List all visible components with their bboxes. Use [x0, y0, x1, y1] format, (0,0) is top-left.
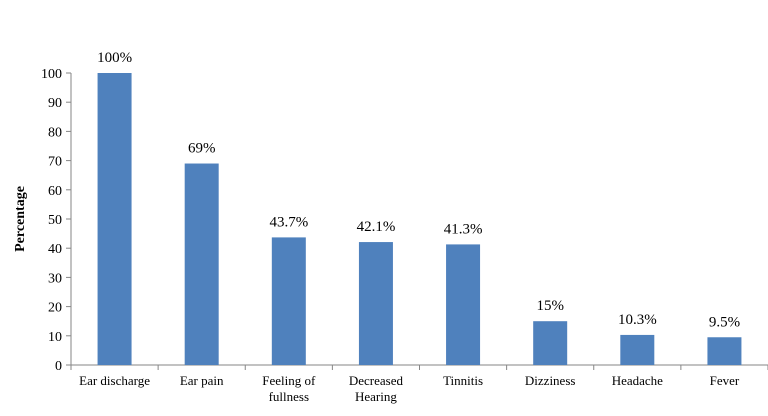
data-label: 9.5% [709, 314, 740, 330]
bar [446, 244, 481, 365]
y-tick-label: 50 [48, 213, 62, 228]
bar [97, 73, 132, 365]
axes [70, 73, 768, 366]
category-label: Tinnitis [443, 373, 483, 388]
data-label: 10.3% [618, 312, 657, 328]
bar [184, 163, 219, 365]
category-label: Fever [710, 373, 740, 388]
data-labels: 100% 69% 43.7% 42.1% 41.3% 15% 10.3% 9.5% [97, 50, 740, 330]
bar [620, 334, 655, 365]
y-axis-ticks: 0 10 20 30 40 50 60 70 80 90 100 [41, 67, 768, 374]
bar [358, 242, 393, 365]
y-tick-label: 80 [48, 125, 62, 140]
y-axis-title: Percentage [13, 186, 28, 252]
bar [533, 321, 568, 365]
data-label: 43.7% [269, 214, 308, 230]
category-label: Dizziness [525, 373, 576, 388]
bars [97, 73, 742, 365]
category-label: Ear pain [180, 373, 224, 388]
y-tick-label: 0 [55, 359, 62, 374]
category-label: Ear discharge [79, 373, 150, 388]
category-label: Headache [612, 373, 663, 388]
y-tick-label: 100 [41, 67, 62, 82]
data-label: 41.3% [444, 221, 483, 237]
y-tick-label: 30 [48, 271, 62, 286]
y-tick-label: 20 [48, 301, 62, 316]
data-label: 100% [97, 50, 132, 66]
data-label: 42.1% [357, 219, 396, 235]
y-tick-label: 70 [48, 155, 62, 170]
data-label: 15% [536, 298, 564, 314]
bar [271, 237, 306, 365]
y-tick-label: 60 [48, 184, 62, 199]
category-label: Decreased Hearing [349, 373, 404, 404]
data-label: 69% [188, 141, 216, 157]
category-label: Feeling of fullness [262, 373, 316, 404]
bar [707, 337, 742, 365]
y-tick-label: 40 [48, 242, 62, 257]
y-tick-label: 90 [48, 96, 62, 111]
y-tick-label: 10 [48, 330, 62, 345]
category-labels: Ear discharge Ear pain Feeling of fullness D… [79, 373, 740, 404]
